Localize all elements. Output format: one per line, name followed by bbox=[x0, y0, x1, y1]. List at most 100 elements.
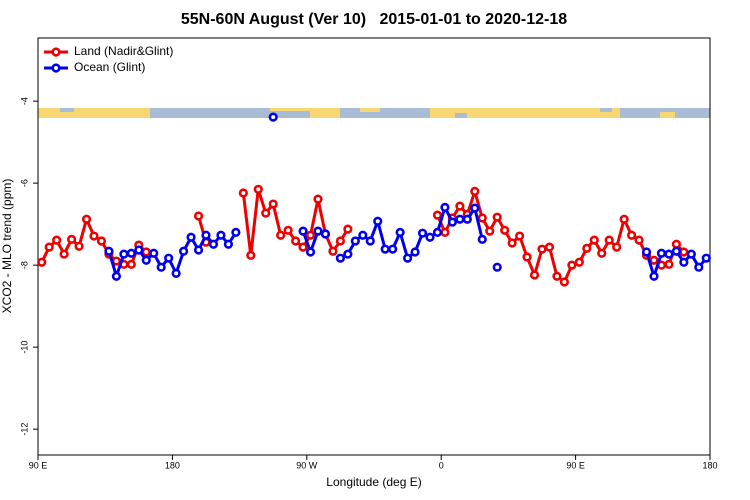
point bbox=[208, 239, 219, 249]
point bbox=[231, 227, 241, 237]
point bbox=[335, 236, 346, 246]
point bbox=[111, 271, 121, 281]
x-tick-label: 90 E bbox=[29, 460, 48, 470]
point bbox=[380, 244, 390, 254]
point bbox=[440, 202, 450, 212]
point bbox=[149, 248, 159, 258]
point bbox=[574, 257, 584, 267]
point bbox=[634, 235, 644, 245]
x-tick-label: 0 bbox=[439, 460, 444, 470]
y-tick-label: -6 bbox=[19, 179, 29, 187]
point bbox=[66, 234, 77, 244]
point bbox=[619, 214, 629, 224]
point bbox=[604, 235, 614, 245]
point bbox=[455, 201, 465, 211]
point bbox=[164, 253, 174, 263]
point bbox=[522, 252, 532, 262]
point bbox=[358, 230, 368, 240]
legend-label: Ocean (Glint) bbox=[74, 60, 145, 74]
point bbox=[59, 249, 69, 259]
point bbox=[485, 226, 495, 236]
point bbox=[119, 249, 129, 259]
point bbox=[440, 227, 450, 237]
plot-frame bbox=[37, 37, 711, 456]
point bbox=[335, 253, 346, 263]
point bbox=[52, 235, 62, 245]
point bbox=[641, 247, 652, 257]
point bbox=[559, 277, 570, 287]
point bbox=[694, 262, 704, 272]
series-line bbox=[107, 203, 708, 282]
point bbox=[365, 236, 375, 246]
point bbox=[671, 246, 682, 256]
point bbox=[298, 242, 308, 252]
point bbox=[253, 184, 263, 194]
point bbox=[186, 232, 196, 242]
point bbox=[470, 203, 480, 213]
point bbox=[410, 247, 420, 257]
point bbox=[626, 230, 637, 240]
point bbox=[216, 230, 226, 240]
point bbox=[597, 248, 607, 258]
point bbox=[141, 247, 151, 257]
point bbox=[500, 225, 510, 235]
point bbox=[350, 236, 360, 246]
point bbox=[477, 234, 487, 244]
point bbox=[395, 227, 405, 237]
point bbox=[268, 199, 278, 209]
point bbox=[664, 249, 674, 259]
point bbox=[701, 253, 711, 263]
point bbox=[417, 228, 428, 238]
point bbox=[492, 212, 502, 222]
point bbox=[238, 188, 248, 198]
point bbox=[582, 243, 592, 253]
point bbox=[477, 213, 487, 223]
point bbox=[156, 262, 166, 272]
point bbox=[470, 186, 480, 196]
point bbox=[462, 214, 472, 224]
point bbox=[671, 239, 682, 249]
point bbox=[305, 247, 316, 257]
point bbox=[126, 248, 136, 258]
point bbox=[305, 230, 316, 240]
y-tick-label: -4 bbox=[19, 97, 29, 105]
point bbox=[74, 241, 84, 251]
point bbox=[276, 230, 286, 240]
point bbox=[261, 208, 271, 218]
x-tick-label: 180 bbox=[165, 460, 180, 470]
y-tick-label: -8 bbox=[19, 261, 29, 269]
point bbox=[649, 271, 659, 281]
point bbox=[507, 238, 517, 248]
point bbox=[246, 250, 256, 260]
point bbox=[514, 231, 525, 241]
legend-marker bbox=[51, 47, 61, 57]
point bbox=[679, 247, 689, 257]
point bbox=[89, 231, 99, 241]
point bbox=[171, 268, 181, 278]
point bbox=[455, 214, 465, 224]
point bbox=[201, 230, 211, 240]
point bbox=[447, 217, 458, 227]
point bbox=[388, 244, 398, 254]
point bbox=[268, 112, 278, 122]
point bbox=[432, 227, 443, 237]
point bbox=[96, 236, 107, 246]
y-axis-label: XCO2 - MLO trend (ppm) bbox=[0, 179, 14, 314]
point bbox=[37, 257, 47, 267]
point bbox=[313, 194, 323, 204]
point bbox=[179, 246, 189, 256]
point bbox=[193, 211, 204, 221]
point bbox=[492, 262, 502, 272]
point bbox=[537, 244, 547, 254]
point bbox=[589, 235, 599, 245]
point bbox=[223, 239, 233, 249]
x-tick-label: 180 bbox=[702, 460, 717, 470]
map-strip bbox=[38, 108, 710, 118]
point bbox=[44, 242, 54, 252]
point bbox=[313, 226, 323, 236]
chart-title: 55N-60N August (Ver 10) 2015-01-01 to 20… bbox=[181, 11, 567, 28]
point bbox=[141, 255, 151, 265]
point bbox=[612, 242, 622, 252]
point bbox=[679, 257, 689, 267]
point bbox=[686, 249, 696, 259]
